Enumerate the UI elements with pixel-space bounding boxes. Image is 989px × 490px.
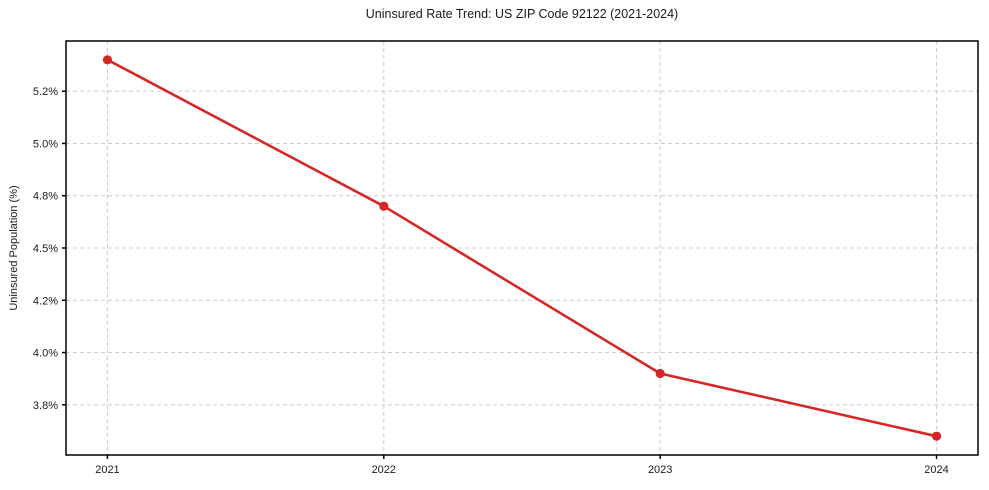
x-tick-label: 2023 [648,464,672,476]
x-tick-label: 2021 [95,464,119,476]
trend-line [106,58,938,438]
data-point-marker [102,55,113,65]
data-point-marker [379,201,389,211]
y-tick-label: 4.8% [33,191,58,203]
x-tick-label: 2022 [372,464,396,476]
y-tick-label: 4.5% [33,243,58,255]
y-tick-label: 5.0% [33,138,58,150]
x-tick-label: 2024 [924,464,948,476]
chart-title: Uninsured Rate Trend: US ZIP Code 92122 … [365,7,679,21]
y-tick-label: 3.8% [33,400,58,412]
y-axis-label: Uninsured Population (%) [8,185,20,311]
y-tick-label: 4.2% [33,295,58,307]
data-point-marker [931,431,942,441]
y-tick-label: 4.0% [33,348,58,360]
data-point-marker [655,368,665,379]
y-tick-label: 5.2% [33,86,58,98]
